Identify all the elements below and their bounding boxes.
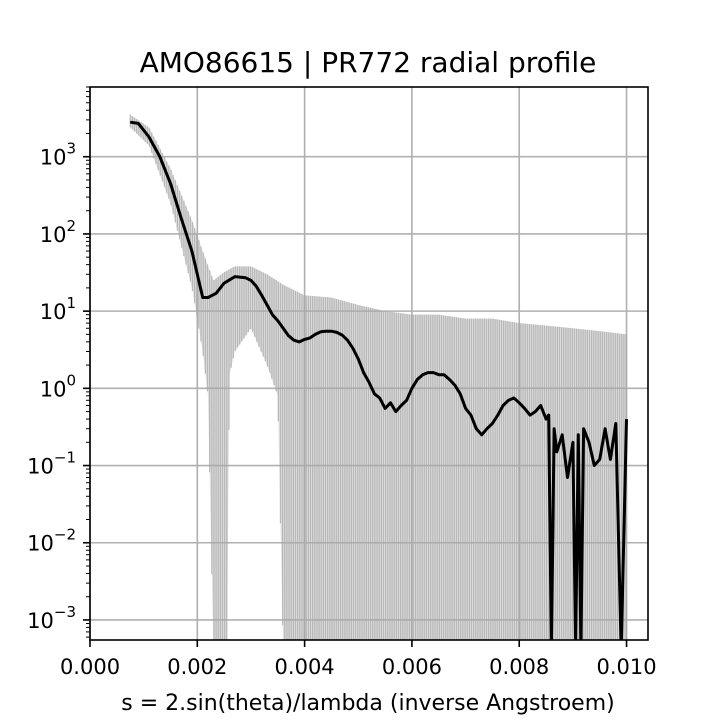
x-tick-label: 0.004 bbox=[275, 655, 335, 679]
mean-profile-line bbox=[129, 120, 628, 640]
y-tick-label: 102 bbox=[40, 217, 76, 247]
y-tick-label: 10−2 bbox=[27, 526, 76, 556]
y-tick-exponent: −3 bbox=[54, 603, 76, 621]
x-axis-label: s = 2.sin(theta)/lambda (inverse Angstro… bbox=[121, 691, 614, 716]
error-band-layer bbox=[129, 114, 627, 640]
x-tick-label: 0.002 bbox=[167, 655, 227, 679]
y-tick-base: 10 bbox=[40, 300, 67, 324]
x-tick-label: 0.000 bbox=[60, 655, 120, 679]
y-tick-base: 10 bbox=[27, 455, 54, 479]
chart-title: AMO86615 | PR772 radial profile bbox=[140, 46, 597, 79]
y-tick-base: 10 bbox=[40, 377, 67, 401]
y-tick-label: 10−3 bbox=[27, 603, 76, 633]
error-band-fill bbox=[130, 114, 627, 640]
x-tick-label: 0.010 bbox=[596, 655, 656, 679]
y-tick-exponent: −1 bbox=[54, 449, 76, 467]
y-tick-exponent: 1 bbox=[66, 294, 76, 312]
y-tick-exponent: 0 bbox=[66, 371, 76, 389]
y-tick-base: 10 bbox=[27, 532, 54, 556]
mean-line-layer bbox=[129, 120, 628, 640]
plot-frame bbox=[89, 86, 649, 641]
x-tick-labels: 0.000 0.002 0.004 0.006 0.008 0.010 bbox=[60, 655, 657, 679]
y-tick-label: 103 bbox=[40, 140, 76, 170]
y-tick-exponent: 3 bbox=[66, 140, 76, 158]
y-tick-label: 100 bbox=[40, 371, 76, 401]
x-tick-label: 0.008 bbox=[489, 655, 549, 679]
y-tick-label: 10−1 bbox=[27, 449, 76, 479]
y-tick-exponent: 2 bbox=[66, 217, 76, 235]
x-tick-label: 0.006 bbox=[382, 655, 442, 679]
y-tick-base: 10 bbox=[27, 609, 54, 633]
y-tick-base: 10 bbox=[40, 146, 67, 170]
y-tick-exponent: −2 bbox=[54, 526, 76, 544]
y-tick-label: 101 bbox=[40, 294, 76, 324]
tick-layer bbox=[83, 86, 628, 647]
y-tick-base: 10 bbox=[40, 223, 67, 247]
